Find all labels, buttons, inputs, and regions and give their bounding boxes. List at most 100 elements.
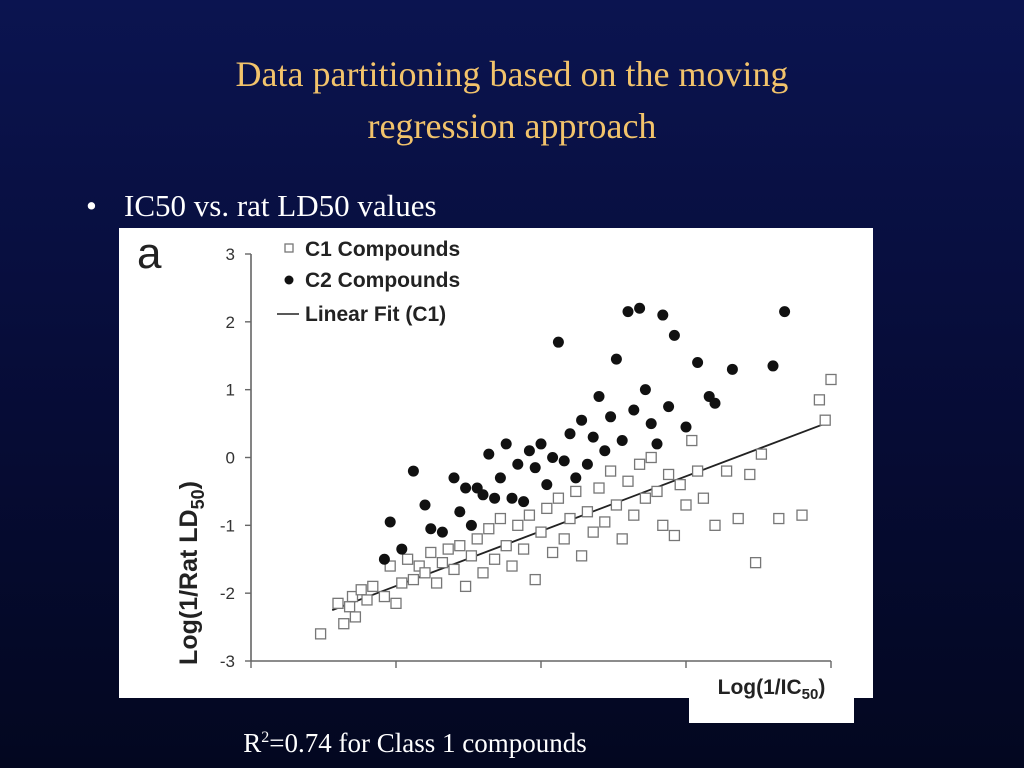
c1-point [367,580,379,593]
c1-point [564,512,576,525]
c1-point [378,590,391,603]
y-tick-label: -3 [220,652,235,671]
c2-point [651,438,663,450]
panel-label: a [137,229,162,278]
c2-point [663,401,675,413]
c1-point [720,465,733,477]
c1-point [506,560,518,572]
c2-point [779,306,791,318]
c1-point [651,485,663,498]
c2-point [668,329,680,341]
c1-point [570,485,582,498]
c1-point [401,553,414,565]
y-tick-label: 1 [226,381,235,400]
c1-point [622,475,634,487]
c2-point [767,360,779,372]
y-tick-label: 3 [226,245,235,264]
c1-point [599,516,611,528]
c1-point [604,465,617,477]
c2-point [460,482,472,494]
c1-point [529,573,541,586]
c2-point [657,309,669,321]
c1-point [744,468,756,481]
legend-label-fit: Linear Fit (C1) [305,303,446,326]
c2-point [523,445,535,457]
c2-point [564,428,576,440]
c1-points [314,373,837,640]
c1-point [512,519,524,531]
c1-point [332,597,344,609]
slide-title-line-1: Data partitioning based on the moving [235,54,789,94]
c2-point [425,523,437,535]
c1-point [343,601,356,613]
bullet-text: IC50 vs. rat LD50 values [124,188,437,223]
c1-point [355,584,367,596]
c1-point [500,540,512,552]
c1-point [610,499,623,511]
c1-point [459,580,472,593]
c1-point [535,526,547,538]
c1-point [628,509,640,521]
c2-point [448,472,460,484]
legend-label-c2: C2 Compounds [305,269,460,292]
y-tick-label: -2 [220,584,235,603]
c1-point [575,550,588,562]
c2-point [407,465,419,477]
c2-point [465,519,477,531]
caption: R2=0.74 for Class 1 compounds [0,728,830,759]
c2-point [599,445,611,457]
slide-title: Data partitioning based on the moving re… [0,48,1024,152]
c1-point [349,611,362,623]
c2-point [419,499,431,511]
c2-point [622,306,634,318]
c1-point [732,512,744,525]
c2-point [378,553,390,565]
c1-point [448,563,460,576]
c1-point [407,573,420,586]
c2-points [378,302,791,565]
c1-point [477,567,489,579]
c2-point [552,336,564,348]
c2-point [726,363,738,375]
y-axis-label-sub: 50 [188,489,208,509]
c1-point [552,492,565,504]
c2-point [587,431,599,443]
c2-point [570,472,582,484]
c1-point [396,577,408,589]
c2-point [680,421,692,433]
c2-point [616,435,628,447]
c1-point [709,519,721,531]
c2-point [535,438,547,450]
c1-point [691,465,704,477]
c1-point [657,519,669,531]
c1-point [773,512,785,525]
c2-point [639,384,651,396]
c1-point [390,597,402,609]
c2-point [529,462,541,474]
caption-rest: =0.74 for Class 1 compounds [269,728,587,758]
c1-point [686,434,698,447]
chart-figure: a Log(1/Rat LD50) 3 2 1 0 -1 -2 -3 C1 Compound… [119,228,873,698]
c1-point [796,509,808,521]
c1-point [419,567,431,579]
caption-sup: 2 [261,729,270,746]
x-axis-label: Log(1/IC50) [690,676,853,703]
bullet-item: • IC50 vs. rat LD50 values [86,188,437,224]
c1-point [541,502,553,515]
y-axis-label-main: Log(1/Rat LD [175,509,203,665]
y-tick-label: -1 [220,516,235,535]
c2-point [512,458,524,470]
c1-point [425,546,437,559]
c1-point [819,414,831,426]
slide-title-line-2: regression approach [367,106,657,146]
c1-point [442,543,454,555]
x-ticks [250,661,832,668]
x-axis-label-end: ) [818,676,826,699]
c2-point [558,455,570,467]
c1-point [436,556,449,569]
c1-point [517,543,530,555]
x-axis-label-main: Log(1/IC [717,676,802,699]
c1-point [413,560,425,572]
c2-point [593,390,605,402]
c1-point [471,533,483,545]
